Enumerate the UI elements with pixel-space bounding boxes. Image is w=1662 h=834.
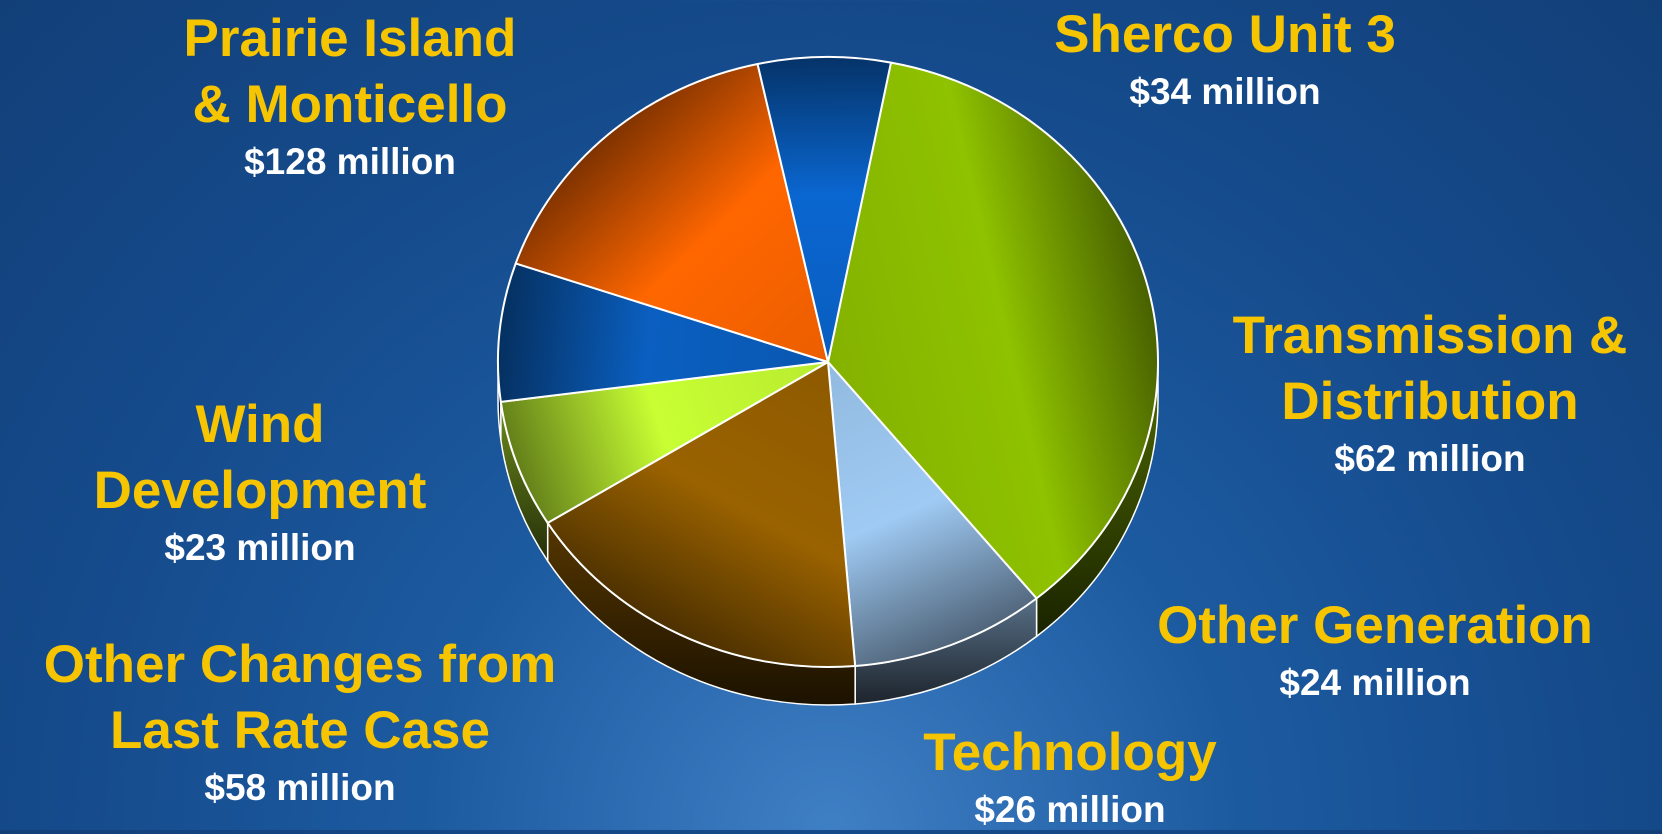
pie-slice-prairie-island-monticello [827, 61, 1159, 600]
label-other-generation-line1: Other Generation [1157, 596, 1593, 655]
label-wind-development: Wind Development $23 million [50, 392, 470, 572]
value-transmission-distribution: $62 million [1334, 438, 1526, 479]
pie-slice-other-changes-from-last-rate-case [514, 63, 829, 363]
label-technology: Technology $26 million [850, 720, 1290, 834]
value-technology: $26 million [974, 789, 1166, 830]
value-other-generation: $24 million [1279, 662, 1471, 703]
label-wind-development-line1: Wind [195, 395, 325, 454]
label-other-changes: Other Changes from Last Rate Case $58 mi… [0, 632, 600, 812]
pie-slice-transmission-distribution [546, 361, 857, 668]
label-transmission-distribution-line2: Distribution [1281, 372, 1579, 431]
value-sherco-unit-3: $34 million [1129, 71, 1321, 112]
label-transmission-distribution-line1: Transmission & [1232, 306, 1628, 365]
label-sherco-unit-3: Sherco Unit 3 $34 million [985, 2, 1465, 116]
label-prairie-island-monticello-line2: & Monticello [192, 75, 508, 134]
label-sherco-unit-3-line1: Sherco Unit 3 [1054, 5, 1396, 64]
label-prairie-island-monticello-line1: Prairie Island [183, 9, 517, 68]
label-transmission-distribution: Transmission & Distribution $62 million [1200, 303, 1660, 483]
value-other-changes: $58 million [204, 767, 396, 808]
pie-slice-wind-development [756, 56, 892, 363]
value-prairie-island-monticello: $128 million [244, 141, 456, 182]
label-wind-development-line2: Development [93, 461, 427, 520]
pie-top [497, 56, 1159, 668]
pie-slice-sherco-unit-3 [827, 361, 1038, 667]
pie-slice-technology [497, 262, 829, 403]
pie-slice-other-generation [499, 361, 829, 524]
value-wind-development: $23 million [164, 527, 356, 568]
label-prairie-island-monticello: Prairie Island & Monticello $128 million [120, 6, 580, 186]
label-technology-line1: Technology [923, 723, 1217, 782]
label-other-changes-line2: Last Rate Case [109, 701, 490, 760]
label-other-changes-line1: Other Changes from [43, 635, 557, 694]
label-other-generation: Other Generation $24 million [1105, 593, 1645, 707]
